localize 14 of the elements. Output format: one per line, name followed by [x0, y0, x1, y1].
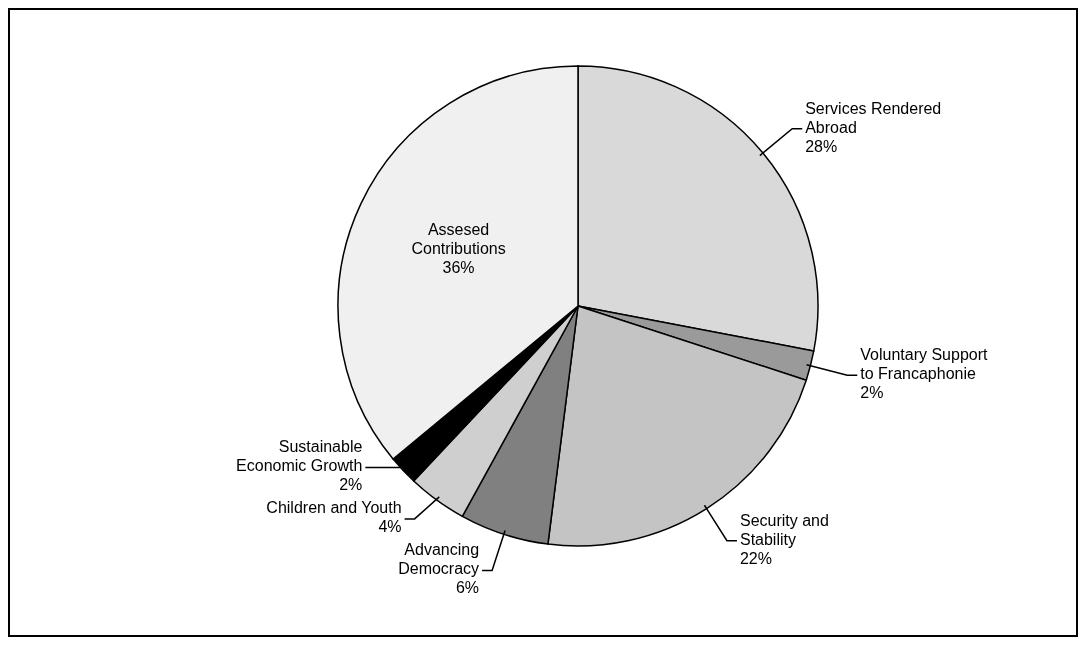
data-label: 22% [739, 549, 772, 567]
data-label: 28% [805, 138, 838, 156]
slice-label: Assesed Contributions [411, 221, 506, 258]
slice-label: Security and Stability [739, 511, 829, 548]
data-label: 4% [378, 518, 402, 536]
data-label: 2% [339, 476, 363, 494]
slice-label: Voluntary Support to Francaphonie [860, 346, 989, 383]
slice-label: Advancing Democracy [398, 541, 480, 578]
data-label: 2% [860, 384, 884, 402]
slice-label: Services Rendered Abroad [805, 100, 942, 137]
slice-label: Children and Youth [266, 499, 402, 517]
data-label: 6% [455, 579, 480, 597]
slice-label: Sustainable Economic Growth [236, 438, 363, 475]
data-label: 36% [442, 259, 475, 277]
